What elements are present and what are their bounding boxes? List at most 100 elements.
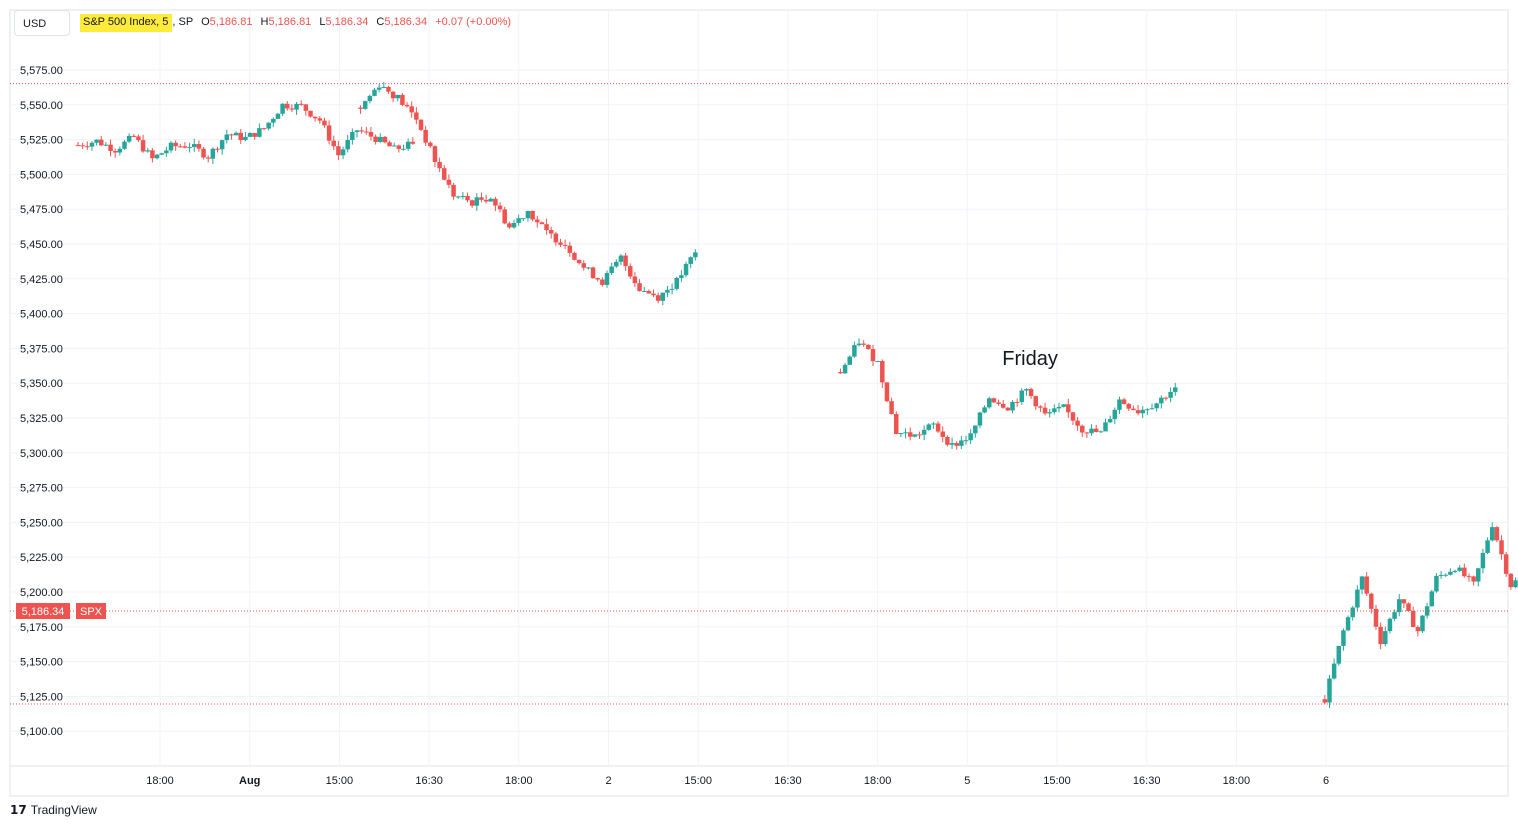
candle-body	[1173, 387, 1178, 392]
y-tick-label: 5,550.00	[20, 100, 63, 112]
candle-body	[159, 153, 164, 155]
candle-body	[1047, 412, 1052, 414]
candle-body	[405, 141, 411, 149]
candle-body	[136, 136, 141, 141]
candle-body	[395, 94, 401, 99]
candle-body	[410, 141, 416, 144]
candle-body	[973, 425, 978, 434]
candle-body	[931, 423, 936, 425]
candle-body	[1448, 571, 1453, 575]
candle-body	[884, 382, 890, 402]
candle-body	[354, 130, 360, 133]
candle-body	[345, 139, 350, 150]
candle-body	[75, 145, 81, 147]
candle-body	[400, 94, 405, 105]
candle-body	[511, 222, 517, 228]
candle-body	[838, 372, 843, 374]
candle-body	[387, 142, 392, 147]
candle-body	[1159, 397, 1164, 404]
candle-body	[80, 145, 85, 147]
candle-body	[1503, 554, 1509, 574]
candle-body	[298, 103, 304, 105]
x-tick-label: 18:00	[1223, 775, 1251, 787]
tradingview-logo[interactable]: 17 TradingView	[10, 803, 97, 817]
candle-body	[590, 267, 596, 279]
candle-body	[674, 277, 680, 289]
candle-body	[581, 263, 587, 268]
candle-body	[1145, 409, 1150, 411]
candle-body	[1331, 663, 1337, 679]
candle-body	[168, 142, 174, 151]
candle-body	[1075, 420, 1080, 426]
candle-body	[1359, 576, 1365, 590]
candle-body	[1378, 626, 1383, 645]
close-value: 5,186.34	[384, 16, 428, 28]
candle-body	[1168, 391, 1173, 398]
candle-body	[987, 398, 992, 408]
change-value: +0.07 (+0.00%)	[435, 16, 512, 28]
candle-body	[1424, 606, 1430, 616]
candle-body	[688, 257, 693, 264]
candle-body	[940, 431, 945, 437]
y-tick-label: 5,350.00	[20, 378, 63, 390]
candle-body	[521, 218, 526, 220]
candle-body	[103, 144, 109, 146]
symbol-tag-label: SPX	[80, 606, 103, 618]
candle-body	[164, 150, 169, 154]
symbol-name[interactable]: S&P 500 Index, 5	[80, 14, 173, 32]
candle-body	[1131, 408, 1136, 411]
candle-body	[982, 407, 987, 413]
x-tick-label: 15:00	[684, 775, 712, 787]
candle-body	[609, 266, 614, 274]
candle-body	[1093, 428, 1099, 432]
candle-body	[572, 252, 577, 260]
candle-body	[483, 199, 489, 202]
y-tick-label: 5,175.00	[20, 622, 63, 634]
candle-body	[1154, 403, 1159, 409]
candle-body	[182, 146, 188, 148]
candle-body	[669, 288, 675, 290]
candle-body	[847, 356, 852, 365]
candle-body	[131, 135, 137, 137]
candle-body	[679, 275, 684, 278]
candle-body	[894, 413, 899, 434]
candle-body	[977, 412, 983, 426]
x-tick-label: 15:00	[326, 775, 354, 787]
candle-body	[252, 133, 257, 137]
x-tick-label: Aug	[239, 775, 260, 787]
candle-body	[140, 140, 146, 152]
candle-body	[150, 150, 155, 159]
candle-body	[1080, 425, 1085, 433]
candle-body	[535, 219, 540, 223]
candle-body	[1480, 552, 1486, 569]
candle-body	[229, 134, 234, 136]
currency-selector[interactable]: USD	[14, 10, 70, 36]
candle-body	[326, 125, 332, 141]
candle-body	[386, 86, 391, 92]
candle-body	[1322, 699, 1328, 703]
candle-body	[693, 252, 698, 258]
candle-body	[261, 128, 267, 130]
candle-body	[898, 433, 904, 435]
candle-body	[1019, 390, 1025, 403]
candle-body	[544, 224, 549, 231]
candle-body	[289, 108, 295, 110]
candle-body	[479, 197, 484, 200]
candle-body	[586, 267, 591, 269]
candle-body	[1345, 617, 1351, 631]
x-tick-label: 2	[605, 775, 611, 787]
y-tick-label: 5,425.00	[20, 274, 63, 286]
candle-body	[1369, 593, 1374, 609]
candle-body	[628, 266, 633, 277]
candle-body	[1513, 580, 1518, 588]
candle-body	[912, 434, 918, 437]
candle-body	[1489, 527, 1495, 541]
candle-body	[238, 132, 243, 141]
candle-body	[954, 443, 959, 446]
candle-body	[651, 293, 656, 296]
tradingview-icon: 17	[10, 803, 27, 817]
exchange-label: , SP	[172, 16, 194, 28]
y-tick-label: 5,225.00	[20, 552, 63, 564]
candle-body	[382, 136, 388, 143]
